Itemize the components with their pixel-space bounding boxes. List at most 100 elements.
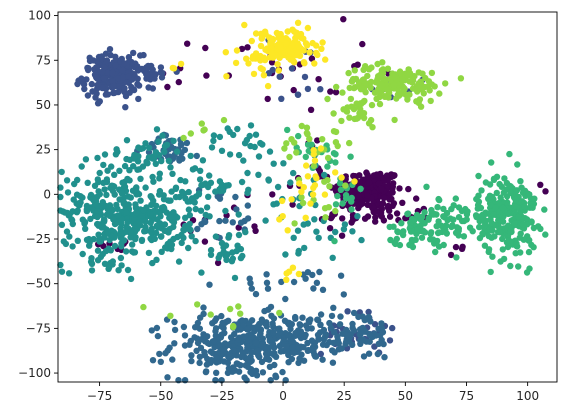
scatter-point bbox=[309, 39, 316, 47]
scatter-point bbox=[142, 227, 149, 235]
scatter-point bbox=[224, 251, 231, 258]
scatter-point bbox=[373, 208, 380, 215]
scatter-point bbox=[319, 356, 326, 363]
scatter-point bbox=[194, 339, 202, 347]
scatter-point bbox=[78, 163, 85, 170]
scatter-point bbox=[218, 147, 226, 154]
scatter-point bbox=[355, 313, 362, 321]
scatter-point bbox=[58, 221, 66, 228]
scatter-point bbox=[244, 189, 251, 197]
scatter-point bbox=[123, 137, 131, 144]
scatter-point bbox=[411, 217, 418, 224]
scatter-point bbox=[58, 268, 66, 275]
scatter-point bbox=[203, 361, 211, 368]
scatter-point bbox=[312, 201, 319, 209]
scatter-point bbox=[100, 161, 107, 169]
scatter-point bbox=[200, 304, 207, 311]
scatter-point bbox=[277, 44, 285, 51]
scatter-point bbox=[252, 50, 260, 57]
scatter-point bbox=[488, 159, 495, 166]
scatter-point bbox=[339, 200, 346, 207]
scatter-point bbox=[330, 110, 337, 117]
scatter-point bbox=[378, 185, 385, 193]
scatter-point bbox=[452, 243, 460, 251]
scatter-point bbox=[293, 144, 300, 151]
scatter-point bbox=[104, 167, 111, 174]
scatter-point bbox=[128, 83, 135, 91]
scatter-point bbox=[319, 39, 326, 46]
scatter-point bbox=[442, 80, 449, 87]
scatter-point bbox=[241, 21, 248, 29]
scatter-point bbox=[159, 205, 166, 212]
scatter-point bbox=[107, 51, 114, 59]
scatter-point bbox=[142, 184, 149, 191]
scatter-point bbox=[193, 347, 200, 354]
scatter-point bbox=[96, 235, 103, 242]
scatter-point bbox=[317, 321, 324, 328]
scatter-point bbox=[378, 336, 385, 344]
scatter-point bbox=[286, 319, 293, 327]
scatter-point bbox=[248, 37, 255, 45]
scatter-point bbox=[394, 228, 402, 236]
scatter-point bbox=[211, 317, 219, 325]
scatter-point bbox=[384, 86, 391, 94]
scatter-point bbox=[197, 167, 204, 174]
scatter-point bbox=[171, 340, 178, 347]
scatter-point bbox=[329, 359, 337, 366]
scatter-point bbox=[323, 341, 330, 349]
scatter-point bbox=[130, 163, 137, 170]
scatter-point bbox=[247, 280, 254, 287]
scatter-point bbox=[127, 275, 135, 283]
scatter-point bbox=[326, 319, 333, 327]
scatter-point bbox=[177, 176, 184, 184]
scatter-point bbox=[103, 57, 111, 64]
scatter-point bbox=[336, 180, 344, 187]
scatter-point bbox=[196, 359, 203, 367]
scatter-point bbox=[399, 82, 406, 90]
scatter-point bbox=[235, 368, 243, 375]
scatter-point bbox=[122, 209, 130, 216]
scatter-point bbox=[197, 207, 205, 214]
scatter-point bbox=[192, 324, 199, 331]
scatter-point bbox=[167, 312, 174, 319]
scatter-point bbox=[109, 69, 116, 77]
scatter-point bbox=[454, 229, 461, 237]
scatter-point bbox=[194, 301, 201, 308]
scatter-point bbox=[145, 84, 152, 91]
scatter-point bbox=[326, 183, 333, 190]
scatter-point bbox=[360, 110, 367, 117]
scatter-point bbox=[293, 29, 300, 36]
scatter-point bbox=[235, 211, 242, 218]
scatter-point bbox=[347, 331, 354, 338]
scatter-point bbox=[118, 220, 125, 227]
scatter-point bbox=[430, 236, 437, 243]
scatter-point bbox=[282, 343, 290, 350]
scatter-point bbox=[234, 360, 242, 368]
scatter-point bbox=[276, 309, 283, 317]
scatter-point bbox=[287, 179, 294, 186]
scatter-point bbox=[296, 321, 303, 328]
scatter-point bbox=[342, 182, 349, 189]
scatter-point bbox=[264, 285, 272, 292]
scatter-point bbox=[157, 69, 164, 76]
scatter-point bbox=[489, 193, 496, 201]
scatter-point bbox=[202, 368, 210, 376]
scatter-point bbox=[359, 40, 366, 48]
scatter-point bbox=[244, 363, 252, 370]
scatter-point bbox=[290, 169, 297, 177]
scatter-point bbox=[203, 72, 210, 79]
scatter-point bbox=[317, 350, 324, 358]
scatter-point bbox=[57, 193, 64, 201]
scatter-point bbox=[216, 251, 224, 259]
scatter-point bbox=[358, 337, 366, 345]
scatter-point bbox=[326, 225, 334, 232]
scatter-point bbox=[65, 270, 73, 277]
scatter-point bbox=[160, 196, 168, 203]
scatter-point bbox=[269, 350, 277, 357]
scatter-point bbox=[511, 220, 518, 227]
scatter-point bbox=[121, 60, 128, 67]
scatter-point bbox=[492, 204, 499, 211]
scatter-point bbox=[304, 24, 312, 32]
scatter-point bbox=[257, 139, 264, 147]
scatter-point bbox=[122, 248, 130, 255]
